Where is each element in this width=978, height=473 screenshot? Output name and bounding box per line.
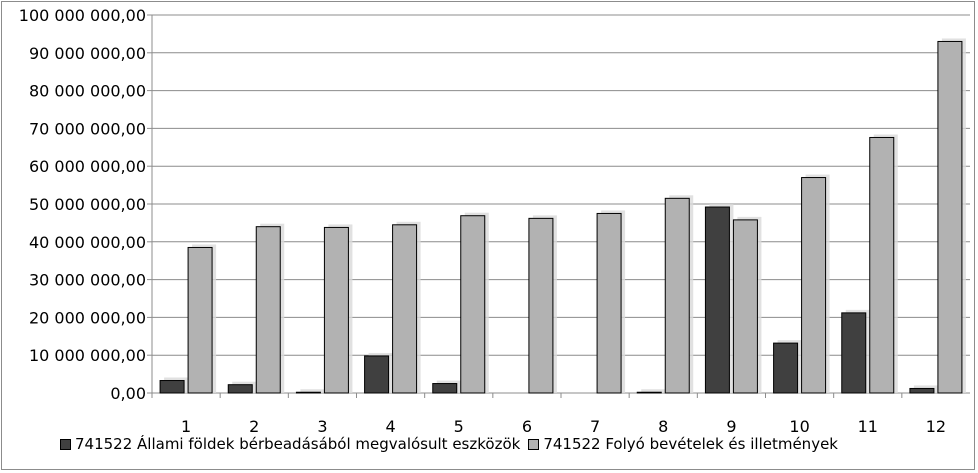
bar-series-1 [773, 342, 799, 394]
legend-label-series-2: 741522 Folyó bevételek és illetmények [543, 435, 838, 453]
x-tick-label: 12 [926, 417, 946, 436]
bar-series-2 [801, 177, 827, 394]
bar-series-2 [664, 197, 690, 394]
y-tick-label: 100 000 000,00 [19, 6, 146, 25]
bar-series-1 [909, 387, 935, 394]
bar-series-2 [460, 215, 486, 394]
bar-series-2 [187, 246, 213, 394]
y-tick-label: 0,00 [110, 384, 146, 403]
bar-series-2 [869, 136, 895, 394]
bar-series-2 [732, 219, 758, 394]
bar-series-2 [528, 217, 554, 394]
x-tick-label: 9 [726, 417, 736, 436]
y-tick-label: 90 000 000,00 [29, 44, 146, 63]
bar-series-1 [704, 206, 730, 394]
x-tick-label: 10 [789, 417, 809, 436]
y-tick-label: 20 000 000,00 [29, 308, 146, 327]
bar-shadow [300, 389, 325, 393]
bar-series-1 [636, 391, 662, 394]
y-tick-label: 40 000 000,00 [29, 233, 146, 252]
y-tick-label: 10 000 000,00 [29, 346, 146, 365]
legend-item-series-2: 741522 Folyó bevételek és illetmények [528, 435, 838, 453]
legend-label-series-1: 741522 Állami földek bérbeadásából megva… [75, 435, 521, 453]
bar-series-1 [227, 384, 253, 394]
y-tick-label: 50 000 000,00 [29, 195, 146, 214]
bar-series-1 [432, 383, 458, 394]
y-tick-label: 80 000 000,00 [29, 82, 146, 101]
bar-series-2 [323, 226, 349, 394]
x-tick-label: 5 [454, 417, 464, 436]
y-tick-label: 60 000 000,00 [29, 157, 146, 176]
x-tick-label: 2 [249, 417, 259, 436]
legend-swatch-series-1 [60, 438, 71, 450]
bar-series-1 [364, 355, 390, 394]
y-tick-label: 30 000 000,00 [29, 271, 146, 290]
y-tick-label: 70 000 000,00 [29, 119, 146, 138]
bar-series-1 [841, 312, 867, 394]
bar-series-2 [255, 226, 281, 394]
legend-item-series-1: 741522 Állami földek bérbeadásából megva… [60, 435, 520, 453]
bar-shadow [641, 389, 666, 393]
bar-series-2 [392, 224, 418, 394]
x-tick-label: 3 [317, 417, 327, 436]
bar-series-1 [159, 380, 185, 394]
bar-series-2 [937, 40, 963, 394]
legend-swatch-series-2 [528, 438, 540, 450]
bar-series-2 [596, 212, 622, 394]
x-tick-label: 1 [181, 417, 191, 436]
x-tick-label: 7 [590, 417, 600, 436]
x-tick-label: 4 [385, 417, 395, 436]
x-tick-label: 6 [522, 417, 532, 436]
x-tick-label: 8 [658, 417, 668, 436]
bar-series-1 [295, 391, 321, 394]
legend: 741522 Állami földek bérbeadásából megva… [60, 432, 846, 456]
x-tick-label: 11 [858, 417, 878, 436]
